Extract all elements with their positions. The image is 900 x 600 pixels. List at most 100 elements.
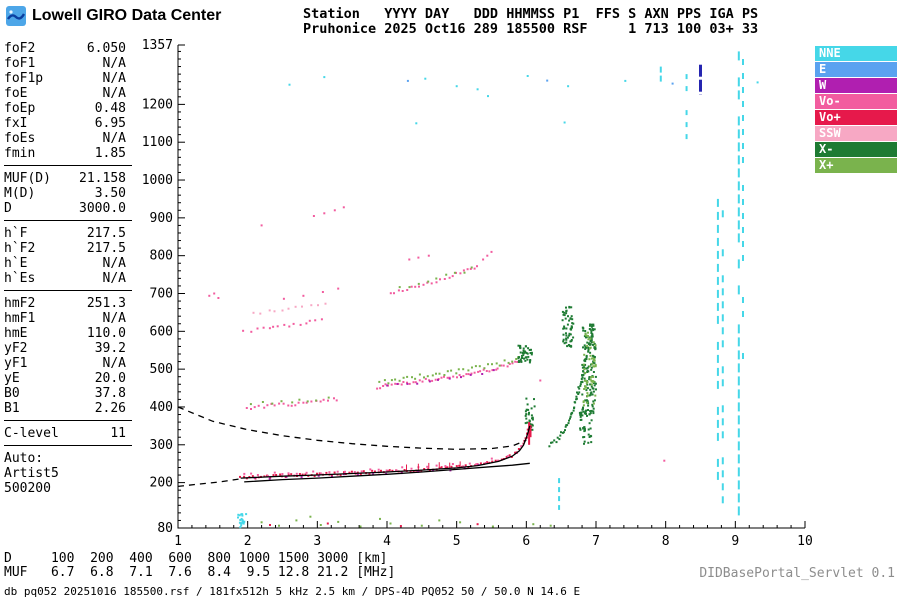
param-value: 217.5 [86,241,126,256]
param-row: hmF2 251.3 [4,296,126,311]
param-value: 20.0 [94,371,126,386]
param-label: foF1 [4,56,36,71]
param-value: 11 [110,426,126,441]
param-value: 0.48 [94,101,126,116]
param-label: foEp [4,101,36,116]
svg-text:2: 2 [244,534,252,549]
param-label: h`Es [4,271,36,286]
svg-text:4: 4 [383,534,391,549]
echo-type-legend: NNE E W Vo- Vo+ SSW X- X+ [815,46,897,174]
param-row: M(D) 3.50 [4,186,126,201]
param-value: 39.2 [94,341,126,356]
svg-text:5: 5 [453,534,461,549]
svg-text:200: 200 [150,476,173,491]
param-value: N/A [102,271,126,286]
param-value: 21.158 [79,171,126,186]
svg-text:1200: 1200 [142,97,173,112]
legend-item-w: W [815,78,897,93]
param-row: foF1 N/A [4,56,126,71]
svg-text:8: 8 [662,534,670,549]
param-label: yF1 [4,356,28,371]
param-value: N/A [102,86,126,101]
svg-text:9: 9 [731,534,739,549]
param-label: C-level [4,426,59,441]
param-value: 110.0 [86,326,126,341]
param-label: D [4,201,12,216]
station-info-values: Pruhonice 2025 Oct16 289 185500 RSF 1 71… [303,21,759,37]
param-value: N/A [102,256,126,271]
servlet-version-label: DIDBasePortal_Servlet 0.1 [699,566,895,581]
svg-text:900: 900 [150,211,173,226]
svg-text:500: 500 [150,362,173,377]
station-info-header: Station YYYY DAY DDD HHMMSS P1 FFS S AXN… [303,7,758,37]
param-row: C-level 11 [4,426,126,441]
param-label: hmF2 [4,296,36,311]
param-row: fmin 1.85 [4,146,126,161]
param-row: B1 2.26 [4,401,126,416]
param-row: MUF(D) 21.158 [4,171,126,186]
param-value: N/A [102,71,126,86]
param-value: 3.50 [94,186,126,201]
legend-item-ssw: SSW [815,126,897,141]
param-row: B0 37.8 [4,386,126,401]
param-value: 217.5 [86,226,126,241]
param-label: MUF(D) [4,171,51,186]
param-row: D 3000.0 [4,201,126,216]
param-label: foF1p [4,71,44,86]
param-value: N/A [102,356,126,371]
param-label: B0 [4,386,20,401]
svg-text:7: 7 [592,534,600,549]
svg-text:10: 10 [797,534,813,549]
param-label: fxI [4,116,28,131]
param-label: h`F [4,226,28,241]
legend-item-x: X+ [815,158,897,173]
param-label: fmin [4,146,36,161]
station-info-columns: Station YYYY DAY DDD HHMMSS P1 FFS S AXN… [303,6,759,22]
param-row: yF1 N/A [4,356,126,371]
giro-logo-icon [6,6,26,26]
svg-text:1100: 1100 [142,135,173,150]
param-row: foF1p N/A [4,71,126,86]
param-value: N/A [102,56,126,71]
param-row: foF2 6.050 [4,41,126,56]
svg-text:800: 800 [150,249,173,264]
svg-text:3: 3 [313,534,321,549]
param-row: h`F 217.5 [4,226,126,241]
auto-line: Artist5 [4,466,59,481]
param-label: h`E [4,256,28,271]
svg-text:1000: 1000 [142,173,173,188]
param-label: B1 [4,401,20,416]
parameter-panel: foF2 6.050 foF1 N/A foF1p N/A foE N/A foEp 0.48 fx… [4,41,132,496]
param-value: 1.85 [94,146,126,161]
param-value: 2.26 [94,401,126,416]
param-value: 6.050 [86,41,126,56]
param-group-1: MUF(D) 21.158 M(D) 3.50 D 3000.0 [4,171,132,221]
auto-line: Auto: [4,451,44,466]
param-group-4: C-level 11 [4,426,132,446]
param-label: hmF1 [4,311,36,326]
auto-line: 500200 [4,481,51,496]
param-group-2: h`F 217.5 h`F2 217.5 h`E N/A h`Es N/A [4,226,132,291]
legend-item-e: E [815,62,897,77]
distance-row: D 100 200 400 600 800 1000 1500 3000 [km… [4,551,388,566]
param-row: h`E N/A [4,256,126,271]
legend-item-vo: Vo+ [815,110,897,125]
param-label: yF2 [4,341,28,356]
param-row: h`F2 217.5 [4,241,126,256]
svg-text:1357: 1357 [142,38,173,53]
param-row: h`Es N/A [4,271,126,286]
svg-text:700: 700 [150,286,173,301]
param-label: foE [4,86,28,101]
param-value: 251.3 [86,296,126,311]
param-row: foE N/A [4,86,126,101]
muf-row: MUF 6.7 6.8 7.1 7.6 8.4 9.5 12.8 21.2 [M… [4,565,396,580]
param-row: foEs N/A [4,131,126,146]
param-label: foF2 [4,41,36,56]
param-row: yF2 39.2 [4,341,126,356]
param-value: 3000.0 [79,201,126,216]
brand-title: Lowell GIRO Data Center [32,7,222,24]
param-label: h`F2 [4,241,36,256]
svg-text:400: 400 [150,400,173,415]
